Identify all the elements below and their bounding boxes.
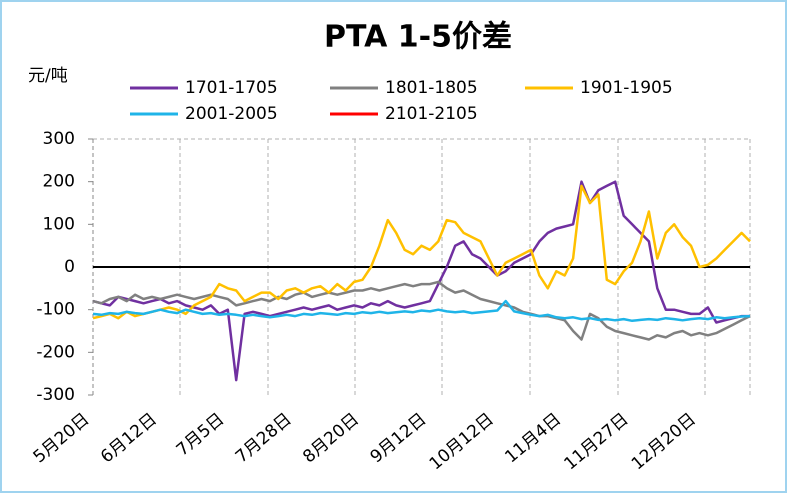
y-tick-label: -200: [36, 342, 75, 362]
legend-label: 1801-1805: [385, 78, 478, 98]
series-line: [92, 184, 751, 320]
series-line: [92, 180, 750, 382]
legend-label: 1701-1705: [185, 78, 278, 98]
y-tick-label: 100: [43, 214, 75, 234]
legend-label: 2101-2105: [385, 104, 478, 124]
y-tick-label: 0: [64, 257, 75, 277]
chart-title: PTA 1-5价差: [324, 20, 512, 55]
y-tick-label: 300: [43, 129, 75, 149]
y-axis-label: 元/吨: [28, 66, 68, 86]
y-tick-label: -300: [36, 385, 75, 405]
series-line: [92, 280, 751, 341]
y-tick-label: -100: [36, 300, 75, 320]
legend-label: 2001-2005: [185, 104, 278, 124]
y-tick-label: 200: [43, 172, 75, 192]
legend-label: 1901-1905: [580, 78, 673, 98]
series-line: [92, 299, 751, 323]
